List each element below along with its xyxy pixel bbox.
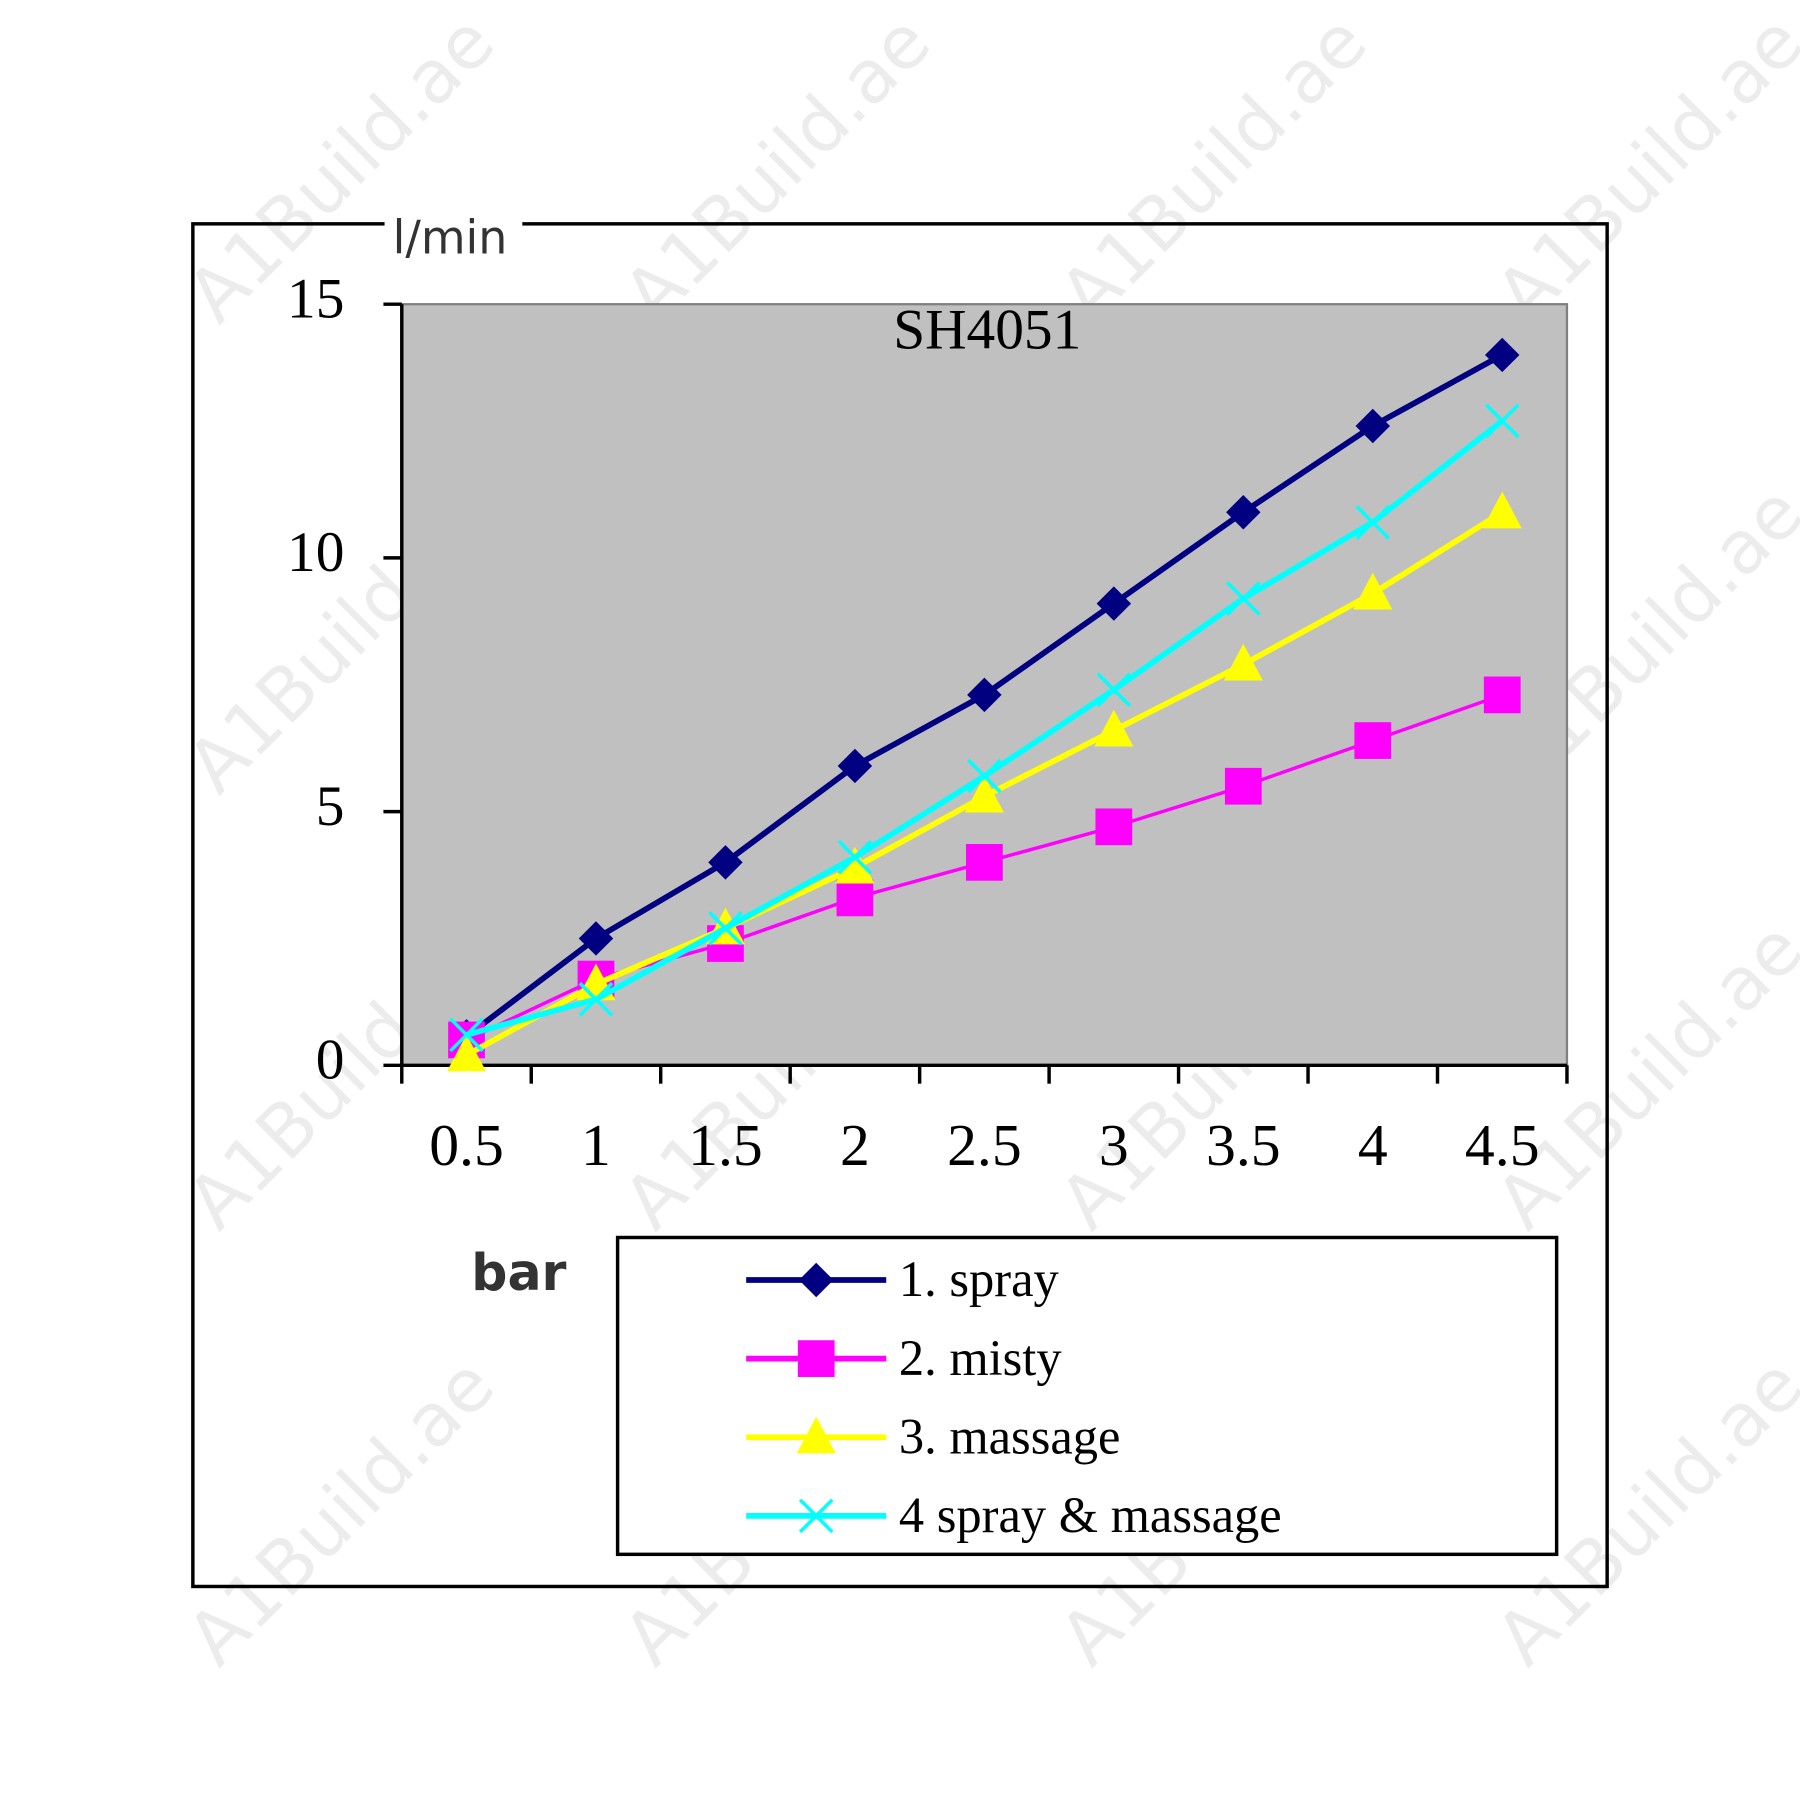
x-tick-label: 1 [581,1112,611,1178]
marker-x [708,911,743,946]
marker-x [449,1017,484,1053]
marker-triangle [1223,643,1263,681]
x-tick-label: 1.5 [688,1112,763,1178]
y-axis-label: l/min [393,211,508,265]
x-tick-label: 2.5 [947,1112,1022,1178]
marker-square [1095,808,1133,846]
y-tick-label: 15 [287,267,344,330]
watermark: A1Build.ae [1044,0,1383,339]
legend-label: 4 spray & massage [899,1487,1282,1543]
legend [615,1235,1559,1557]
legend-marker [796,1416,836,1454]
x-tick-label: 4 [1358,1112,1388,1178]
marker-triangle [964,775,1004,813]
y-tick-label: 0 [316,1028,345,1091]
legend-label: 1. spray [899,1251,1060,1307]
marker-triangle [1094,709,1134,747]
legend-marker [797,1340,835,1377]
label-bg [384,218,523,265]
legend-label: 2. misty [899,1330,1062,1386]
marker-x [1355,505,1391,540]
marker-triangle [1353,572,1393,610]
marker-triangle [447,1034,487,1072]
y-tick-label: 10 [287,521,344,584]
x-tick-label: 2 [840,1112,870,1178]
x-tick-label: 3 [1099,1112,1129,1178]
marker-triangle [835,846,875,884]
watermark: A1Build.ae [1480,0,1800,339]
marker-x [578,982,614,1017]
chart-frame [191,222,1609,1589]
marker-square [1224,767,1262,805]
marker-square [1354,722,1392,759]
marker-square [1483,676,1521,714]
marker-diamond [578,921,614,956]
x-tick-label: 4.5 [1465,1112,1540,1178]
marker-diamond [1355,408,1390,444]
x-tick-label: 0.5 [429,1112,504,1178]
marker-square [836,879,874,917]
marker-square [966,843,1003,881]
watermark: A1Build.ae [172,1342,511,1681]
y-tick-label: 5 [316,775,345,838]
marker-triangle [1482,491,1522,529]
marker-x [1226,581,1261,616]
marker-diamond [708,845,743,880]
chart-title: SH4051 [893,298,1081,361]
marker-x [1484,403,1520,439]
x-axis-label: bar [471,1243,566,1302]
marker-x [1096,672,1132,708]
x-tick-label: 3.5 [1206,1112,1281,1178]
marker-x [967,758,1002,794]
legend-marker [798,1498,834,1534]
marker-diamond [1096,586,1132,621]
legend-label: 3. massage [899,1408,1121,1464]
marker-x [837,839,873,875]
watermark: A1Build.ae [608,0,947,339]
